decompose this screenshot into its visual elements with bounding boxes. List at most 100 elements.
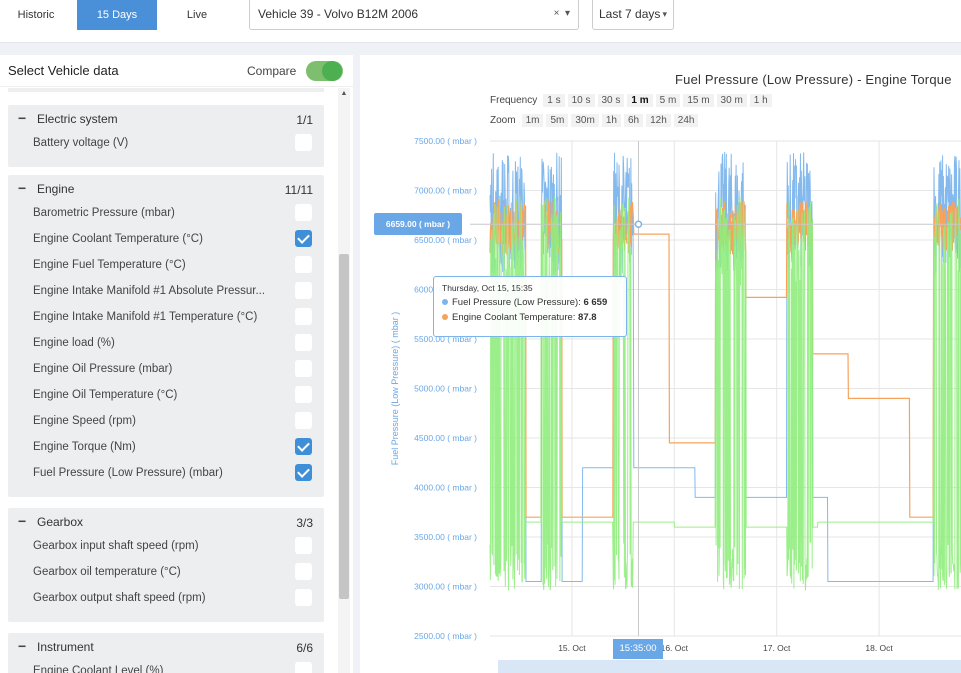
collapse-icon[interactable]: − <box>18 513 27 529</box>
zoom-option-button[interactable]: 24h <box>673 114 699 127</box>
chevron-down-icon[interactable]: ▾ <box>564 8 570 19</box>
frequency-option-button[interactable]: 30 s <box>597 94 625 107</box>
list-item[interactable]: Engine Oil Pressure (mbar) <box>8 357 324 383</box>
top-bar: Historic 15 Days Live Vehicle 39 - Volvo B… <box>0 0 961 43</box>
tab-historic[interactable]: Historic <box>17 9 55 21</box>
item-checkbox[interactable] <box>295 282 312 299</box>
collapse-icon[interactable]: − <box>18 638 27 654</box>
item-checkbox[interactable] <box>295 334 312 351</box>
frequency-option-button[interactable]: 10 s <box>567 94 595 107</box>
collapse-icon[interactable]: − <box>18 110 27 126</box>
item-label: Gearbox oil temperature (°C) <box>33 566 181 578</box>
line-chart[interactable]: 7500.00 ( mbar ) 7000.00 ( mbar ) 6500.00 … <box>360 55 961 673</box>
collapse-icon[interactable]: − <box>18 180 27 196</box>
vehicle-select[interactable]: Vehicle 39 - Volvo B12M 2006 × ▾ <box>249 0 579 30</box>
frequency-option-button[interactable]: 15 m <box>683 94 714 107</box>
list-item[interactable]: Engine Intake Manifold #1 Absolute Press… <box>8 279 324 305</box>
zoom-option-button[interactable]: 6h <box>623 114 644 127</box>
list-item[interactable]: Engine Speed (rpm) <box>8 409 324 435</box>
tab-15-days[interactable]: 15 Days <box>77 0 157 30</box>
group-header[interactable]: − Instrument 6/6 <box>8 633 324 659</box>
frequency-option-button[interactable]: 5 m <box>655 94 681 107</box>
list-item[interactable]: Gearbox oil temperature (°C) <box>8 560 324 586</box>
item-checkbox[interactable] <box>295 230 312 247</box>
date-range-select[interactable]: Last 7 days ▾ <box>592 0 674 30</box>
vehicle-data-sidebar: Select Vehicle data Compare − Electric sy… <box>0 55 353 673</box>
item-checkbox[interactable] <box>295 563 312 580</box>
engine-torque-series-line <box>489 195 961 591</box>
y-tick-label: 2500.00 ( mbar ) <box>414 631 477 641</box>
item-checkbox[interactable] <box>295 537 312 554</box>
scrollbar[interactable]: ▲ <box>338 88 350 673</box>
item-checkbox[interactable] <box>295 662 312 673</box>
zoom-option-button[interactable]: 12h <box>646 114 671 127</box>
zoom-option-button[interactable]: 30m <box>571 114 599 127</box>
group-name: Gearbox <box>37 515 84 529</box>
y-axis-title: Fuel Pressure (Low Pressure) ( mbar ) <box>390 312 400 466</box>
date-range-value: Last 7 days <box>599 7 661 21</box>
group-name: Engine <box>37 182 75 196</box>
item-checkbox[interactable] <box>295 464 312 481</box>
tooltip-row: Fuel Pressure (Low Pressure): 6 659 <box>442 297 618 308</box>
item-checkbox[interactable] <box>295 386 312 403</box>
compare-toggle[interactable] <box>306 61 343 81</box>
list-item[interactable]: Engine Fuel Temperature (°C) <box>8 253 324 279</box>
tooltip-value: 87.8 <box>578 312 597 323</box>
scroll-up-icon[interactable]: ▲ <box>340 90 348 97</box>
list-item[interactable]: Engine Oil Temperature (°C) <box>8 383 324 409</box>
item-checkbox[interactable] <box>295 589 312 606</box>
group-name: Instrument <box>37 640 94 654</box>
item-label: Barometric Pressure (mbar) <box>33 207 175 219</box>
item-checkbox[interactable] <box>295 204 312 221</box>
y-tick-label: 3500.00 ( mbar ) <box>414 532 477 542</box>
frequency-option-button[interactable]: 1 s <box>543 94 565 107</box>
item-checkbox[interactable] <box>295 134 312 151</box>
zoom-option-button[interactable]: 1h <box>601 114 621 127</box>
chart-title: Fuel Pressure (Low Pressure) - Engine To… <box>675 72 952 87</box>
group-header[interactable]: − Electric system 1/1 <box>8 105 324 131</box>
x-tick-label: 18. Oct <box>865 643 893 653</box>
frequency-option-button[interactable]: 30 m <box>716 94 747 107</box>
series-dot-icon <box>442 314 448 320</box>
list-item[interactable]: Engine load (%) <box>8 331 324 357</box>
item-checkbox[interactable] <box>295 438 312 455</box>
item-label: Engine Fuel Temperature (°C) <box>33 259 186 271</box>
chart-tooltip: Thursday, Oct 15, 15:35 Fuel Pressure (L… <box>433 276 627 337</box>
crosshair-x-label: 15:35:00 <box>613 639 663 659</box>
tab-live[interactable]: Live <box>186 9 208 21</box>
item-checkbox[interactable] <box>295 360 312 377</box>
clear-icon[interactable]: × <box>553 8 560 19</box>
item-checkbox[interactable] <box>295 256 312 273</box>
tooltip-row: Engine Coolant Temperature: 87.8 <box>442 312 618 323</box>
tooltip-date: Thursday, Oct 15, 15:35 <box>442 283 533 293</box>
list-item[interactable]: Gearbox output shaft speed (rpm) <box>8 586 324 612</box>
group-header[interactable]: − Engine 11/11 <box>8 175 324 201</box>
list-item[interactable]: Engine Torque (Nm) <box>8 435 324 461</box>
crosshair-point <box>634 220 643 229</box>
list-item[interactable]: Gearbox input shaft speed (rpm) <box>8 534 324 560</box>
zoom-label: Zoom <box>490 115 516 126</box>
y-tick-label: 5500.00 ( mbar ) <box>414 334 477 344</box>
item-checkbox[interactable] <box>295 308 312 325</box>
list-item[interactable]: Engine Coolant Temperature (°C) <box>8 227 324 253</box>
zoom-option-button[interactable]: 5m <box>546 114 569 127</box>
list-item[interactable]: Barometric Pressure (mbar) <box>8 201 324 227</box>
frequency-option-button[interactable]: 1 m <box>627 94 653 107</box>
zoom-option-button[interactable]: 1m <box>521 114 544 127</box>
item-label: Engine Coolant Temperature (°C) <box>33 233 203 245</box>
compare-label: Compare <box>247 64 297 78</box>
list-item[interactable]: Fuel Pressure (Low Pressure) (mbar) <box>8 461 324 487</box>
data-list: − Electric system 1/1 Battery voltage (V) − E… <box>0 88 353 673</box>
group-header[interactable]: − Gearbox 3/3 <box>8 508 324 534</box>
list-item[interactable]: Battery voltage (V) <box>8 131 324 157</box>
item-checkbox[interactable] <box>295 412 312 429</box>
list-item[interactable]: Engine Intake Manifold #1 Temperature (°… <box>8 305 324 331</box>
item-label: Battery voltage (V) <box>33 137 129 149</box>
group-electric-system: − Electric system 1/1 Battery voltage (V) <box>8 105 324 167</box>
frequency-option-button[interactable]: 1 h <box>749 94 772 107</box>
scrollbar-thumb[interactable] <box>339 254 349 599</box>
list-item[interactable]: Engine Coolant Level (%) <box>8 659 324 673</box>
zoom-selector: Zoom 1m 5m 30m 1h 6h 12h 24h <box>490 114 701 127</box>
item-label: Engine Intake Manifold #1 Temperature (°… <box>33 311 258 323</box>
